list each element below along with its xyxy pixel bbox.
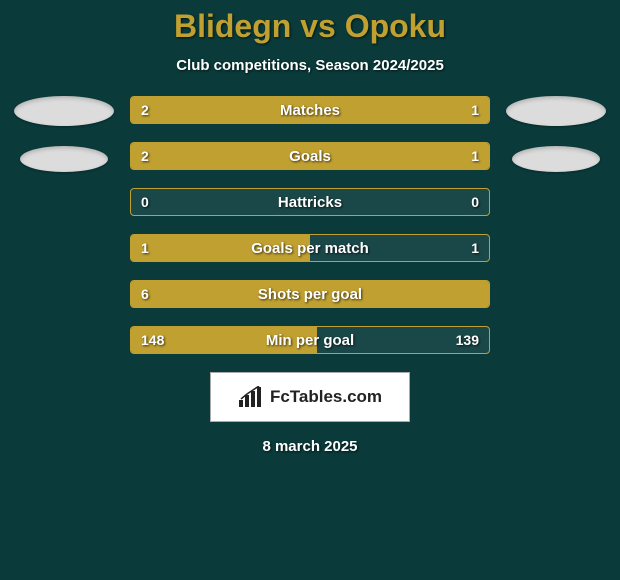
stat-value-right: 0 (471, 189, 479, 215)
chart-icon (238, 386, 264, 408)
stat-label: Matches (131, 97, 489, 123)
stat-bar: 6Shots per goal (130, 280, 490, 308)
stat-label: Shots per goal (131, 281, 489, 307)
badges-row: 2Matches12Goals10Hattricks01Goals per ma… (0, 96, 620, 354)
club-badge-placeholder (20, 146, 108, 172)
club-badge-placeholder (506, 96, 606, 126)
comparison-subtitle: Club competitions, Season 2024/2025 (0, 57, 620, 74)
stat-label: Goals per match (131, 235, 489, 261)
stat-value-right: 1 (471, 97, 479, 123)
stat-label: Hattricks (131, 189, 489, 215)
stat-bars: 2Matches12Goals10Hattricks01Goals per ma… (122, 96, 498, 354)
stat-label: Min per goal (131, 327, 489, 353)
stat-bar: 0Hattricks0 (130, 188, 490, 216)
club-badge-placeholder (512, 146, 600, 172)
stat-bar: 2Goals1 (130, 142, 490, 170)
right-badges (498, 96, 614, 354)
club-badge-placeholder (14, 96, 114, 126)
stat-label: Goals (131, 143, 489, 169)
stat-value-right: 139 (456, 327, 479, 353)
stat-value-right: 1 (471, 143, 479, 169)
stat-value-right: 1 (471, 235, 479, 261)
snapshot-date: 8 march 2025 (0, 438, 620, 455)
stat-bar: 1Goals per match1 (130, 234, 490, 262)
brand-logo: FcTables.com (210, 372, 410, 422)
stat-bar: 2Matches1 (130, 96, 490, 124)
left-badges (6, 96, 122, 354)
comparison-title: Blidegn vs Opoku (0, 0, 620, 45)
stat-bar: 148Min per goal139 (130, 326, 490, 354)
brand-text: FcTables.com (270, 387, 382, 407)
